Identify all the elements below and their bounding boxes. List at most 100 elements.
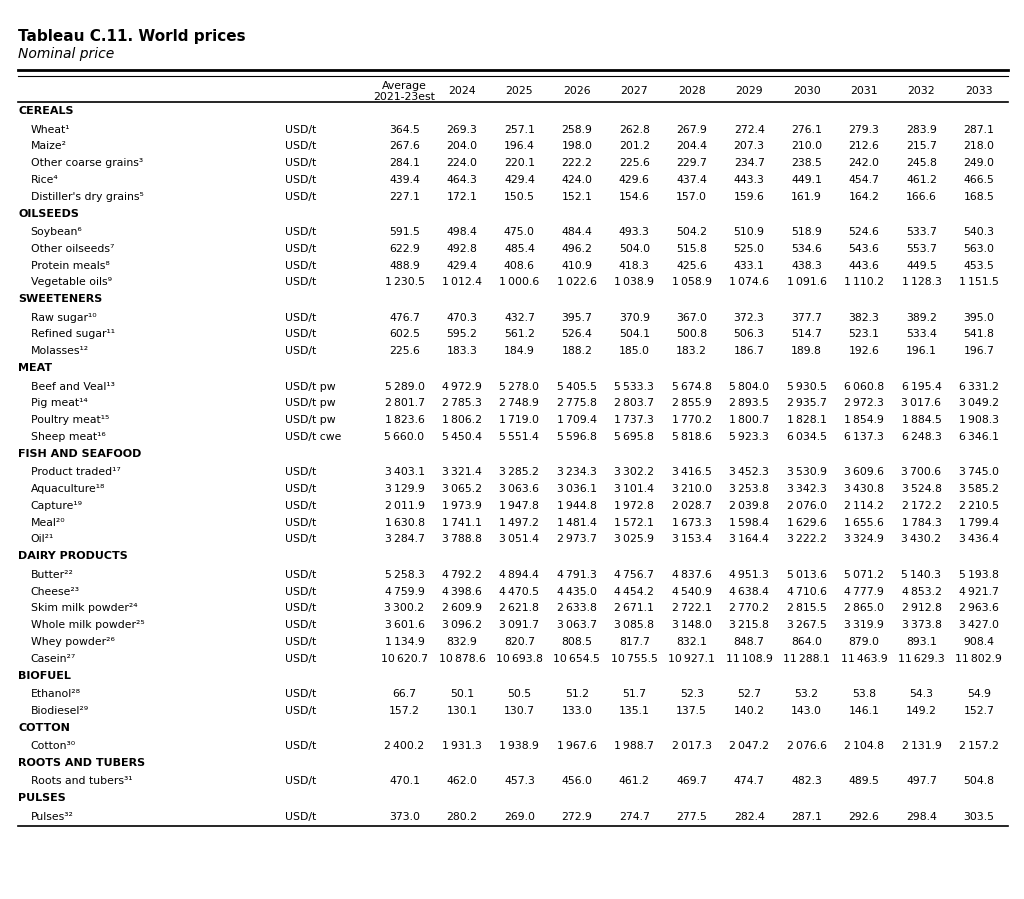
Text: 220.1: 220.1 [504,158,535,168]
Text: 476.7: 476.7 [389,313,420,323]
Text: 3 324.9: 3 324.9 [844,535,884,545]
Text: USD/t: USD/t [285,570,316,580]
Text: 5 278.0: 5 278.0 [500,381,540,392]
Text: 1 058.9: 1 058.9 [672,278,712,288]
Text: 4 454.2: 4 454.2 [614,586,654,597]
Text: 525.0: 525.0 [733,244,765,254]
Text: 2 722.1: 2 722.1 [672,603,712,613]
Text: USD/t: USD/t [285,467,316,477]
Text: USD/t: USD/t [285,346,316,356]
Text: 543.6: 543.6 [849,244,880,254]
Text: USD/t: USD/t [285,278,316,288]
Text: 272.4: 272.4 [734,124,765,135]
Text: 212.6: 212.6 [849,141,880,151]
Text: PULSES: PULSES [18,793,67,803]
Text: 410.9: 410.9 [561,261,592,271]
Text: 2 400.2: 2 400.2 [384,741,425,751]
Text: 3 403.1: 3 403.1 [385,467,425,477]
Text: 2 609.9: 2 609.9 [442,603,482,613]
Text: Distiller's dry grains⁵: Distiller's dry grains⁵ [31,191,143,201]
Text: 4 894.4: 4 894.4 [500,570,540,580]
Text: 52.7: 52.7 [737,689,761,699]
Text: 3 210.0: 3 210.0 [672,484,712,494]
Text: 2 076.6: 2 076.6 [786,741,826,751]
Text: Capture¹⁹: Capture¹⁹ [31,501,83,511]
Text: 51.7: 51.7 [623,689,646,699]
Text: 229.7: 229.7 [676,158,708,168]
Text: 11 629.3: 11 629.3 [898,654,945,663]
Text: 3 745.0: 3 745.0 [958,467,998,477]
Text: 496.2: 496.2 [561,244,592,254]
Text: 1 091.6: 1 091.6 [786,278,826,288]
Text: DAIRY PRODUCTS: DAIRY PRODUCTS [18,551,128,561]
Text: 2029: 2029 [735,86,763,96]
Text: 395.0: 395.0 [964,313,994,323]
Text: 367.0: 367.0 [676,313,708,323]
Text: 224.0: 224.0 [446,158,477,168]
Text: 4 540.9: 4 540.9 [672,586,712,597]
Text: USD/t: USD/t [285,227,316,237]
Text: Aquaculture¹⁸: Aquaculture¹⁸ [31,484,105,494]
Text: 848.7: 848.7 [734,637,765,647]
Text: 4 837.6: 4 837.6 [672,570,712,580]
Text: 3 253.8: 3 253.8 [729,484,769,494]
Text: USD/t cwe: USD/t cwe [285,432,341,442]
Text: 470.3: 470.3 [446,313,477,323]
Text: 1 944.8: 1 944.8 [557,501,597,511]
Text: 1 800.7: 1 800.7 [729,415,769,425]
Text: 215.7: 215.7 [906,141,937,151]
Text: 432.7: 432.7 [504,313,535,323]
Text: 154.6: 154.6 [618,191,649,201]
Text: 429.6: 429.6 [618,175,649,185]
Text: BIOFUEL: BIOFUEL [18,671,72,681]
Text: ROOTS AND TUBERS: ROOTS AND TUBERS [18,758,145,768]
Text: 1 737.3: 1 737.3 [614,415,654,425]
Text: 439.4: 439.4 [389,175,420,185]
Text: 2 114.2: 2 114.2 [844,501,884,511]
Text: 425.6: 425.6 [676,261,708,271]
Text: 2 801.7: 2 801.7 [385,398,425,408]
Text: 2 104.8: 2 104.8 [844,741,884,751]
Text: 832.1: 832.1 [676,637,708,647]
Text: 3 601.6: 3 601.6 [385,620,425,630]
Text: 292.6: 292.6 [849,812,880,822]
Text: 1 973.9: 1 973.9 [442,501,482,511]
Text: USD/t: USD/t [285,191,316,201]
Text: 2 893.5: 2 893.5 [729,398,769,408]
Text: 449.1: 449.1 [792,175,822,185]
Text: 2 815.5: 2 815.5 [786,603,826,613]
Text: USD/t: USD/t [285,313,316,323]
Text: 2 785.3: 2 785.3 [442,398,482,408]
Text: 3 153.4: 3 153.4 [672,535,712,545]
Text: 504.2: 504.2 [676,227,708,237]
Text: 484.4: 484.4 [561,227,592,237]
Text: 10 927.1: 10 927.1 [669,654,715,663]
Text: 249.0: 249.0 [964,158,994,168]
Text: 3 025.9: 3 025.9 [614,535,654,545]
Text: 51.2: 51.2 [565,689,589,699]
Text: Biodiesel²⁹: Biodiesel²⁹ [31,706,89,716]
Text: 1 134.9: 1 134.9 [385,637,425,647]
Text: Ethanol²⁸: Ethanol²⁸ [31,689,81,699]
Text: 4 756.7: 4 756.7 [614,570,654,580]
Text: USD/t: USD/t [285,777,316,787]
Text: 3 788.8: 3 788.8 [442,535,482,545]
Text: 284.1: 284.1 [389,158,420,168]
Text: 2 633.8: 2 633.8 [557,603,597,613]
Text: 500.8: 500.8 [676,330,708,340]
Text: 493.3: 493.3 [618,227,649,237]
Text: 370.9: 370.9 [618,313,650,323]
Text: 504.1: 504.1 [618,330,650,340]
Text: COTTON: COTTON [18,723,71,733]
Text: 518.9: 518.9 [792,227,822,237]
Text: 3 300.2: 3 300.2 [384,603,425,613]
Text: USD/t: USD/t [285,706,316,716]
Text: 893.1: 893.1 [906,637,937,647]
Text: USD/t: USD/t [285,741,316,751]
Text: 1 884.5: 1 884.5 [901,415,941,425]
Text: 183.2: 183.2 [676,346,708,356]
Text: 279.3: 279.3 [849,124,880,135]
Text: 2 157.2: 2 157.2 [958,741,998,751]
Text: 4 759.9: 4 759.9 [385,586,425,597]
Text: 2 076.0: 2 076.0 [786,501,826,511]
